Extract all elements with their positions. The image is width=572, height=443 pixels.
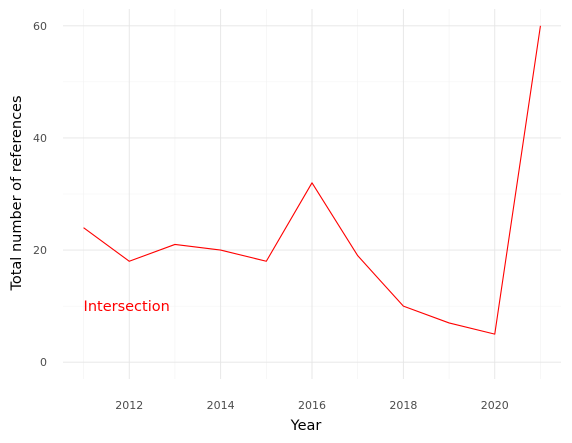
y-axis-title: Total number of references bbox=[9, 95, 25, 291]
x-tick-label: 2012 bbox=[115, 399, 143, 412]
series-line bbox=[83, 25, 541, 335]
x-tick-label: 2020 bbox=[481, 399, 509, 412]
y-tick-label: 60 bbox=[33, 20, 47, 33]
y-tick-labels: 0 20 40 60 bbox=[33, 20, 47, 369]
x-tick-label: 2014 bbox=[207, 399, 235, 412]
x-tick-label: 2016 bbox=[298, 399, 326, 412]
major-gridlines bbox=[63, 9, 561, 379]
x-axis-title: Year bbox=[290, 418, 322, 434]
x-tick-label: 2018 bbox=[389, 399, 417, 412]
y-tick-label: 40 bbox=[33, 132, 47, 145]
x-tick-labels: 2012 2014 2016 2018 2020 bbox=[115, 399, 509, 412]
series-layer bbox=[83, 25, 541, 335]
y-tick-label: 20 bbox=[33, 244, 47, 257]
annotation-label: Intersection bbox=[84, 299, 170, 315]
y-tick-label: 0 bbox=[40, 356, 47, 369]
